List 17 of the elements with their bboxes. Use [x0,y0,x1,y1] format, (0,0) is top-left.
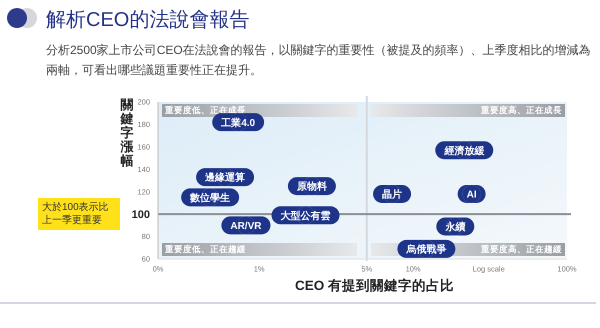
picture-quadrant-banner: 重要度低、正在成長 [162,104,357,117]
series-label: 工業4.0 [220,116,256,129]
text: 大於100表示比上一季更重要 [38,198,120,230]
picture-quadrant-banner: 重要度低、正在趨緩 [162,243,357,256]
chart-subtitle: 分析2500家上市公司CEO在法說會的報告，以關鍵字的重要性（被提及的頻率）、上季度相比的增減為兩軸，可看出哪些議題重要性正在提升。 [46,42,592,79]
chart-title: 解析CEO的法說會報告 [46,8,250,33]
ref-line-label: 100 [132,208,150,221]
y-axis-title: 關鍵字漲幅 [120,97,134,168]
series-label: 烏俄戰爭 [405,244,446,256]
series-label: 邊緣運算 [204,172,246,184]
series-label: 原物料 [296,180,327,193]
series-label: AR/VR [230,220,262,232]
x-axis-title: CEO 有提到關鍵字的占比 [294,277,454,293]
series-label: 數位學生 [189,192,230,204]
picture-quadrant-banner: 重要度高、正在成長 [370,104,565,117]
series-label: 經濟放緩 [443,144,486,157]
series-label: 大型公有雲 [280,210,331,222]
